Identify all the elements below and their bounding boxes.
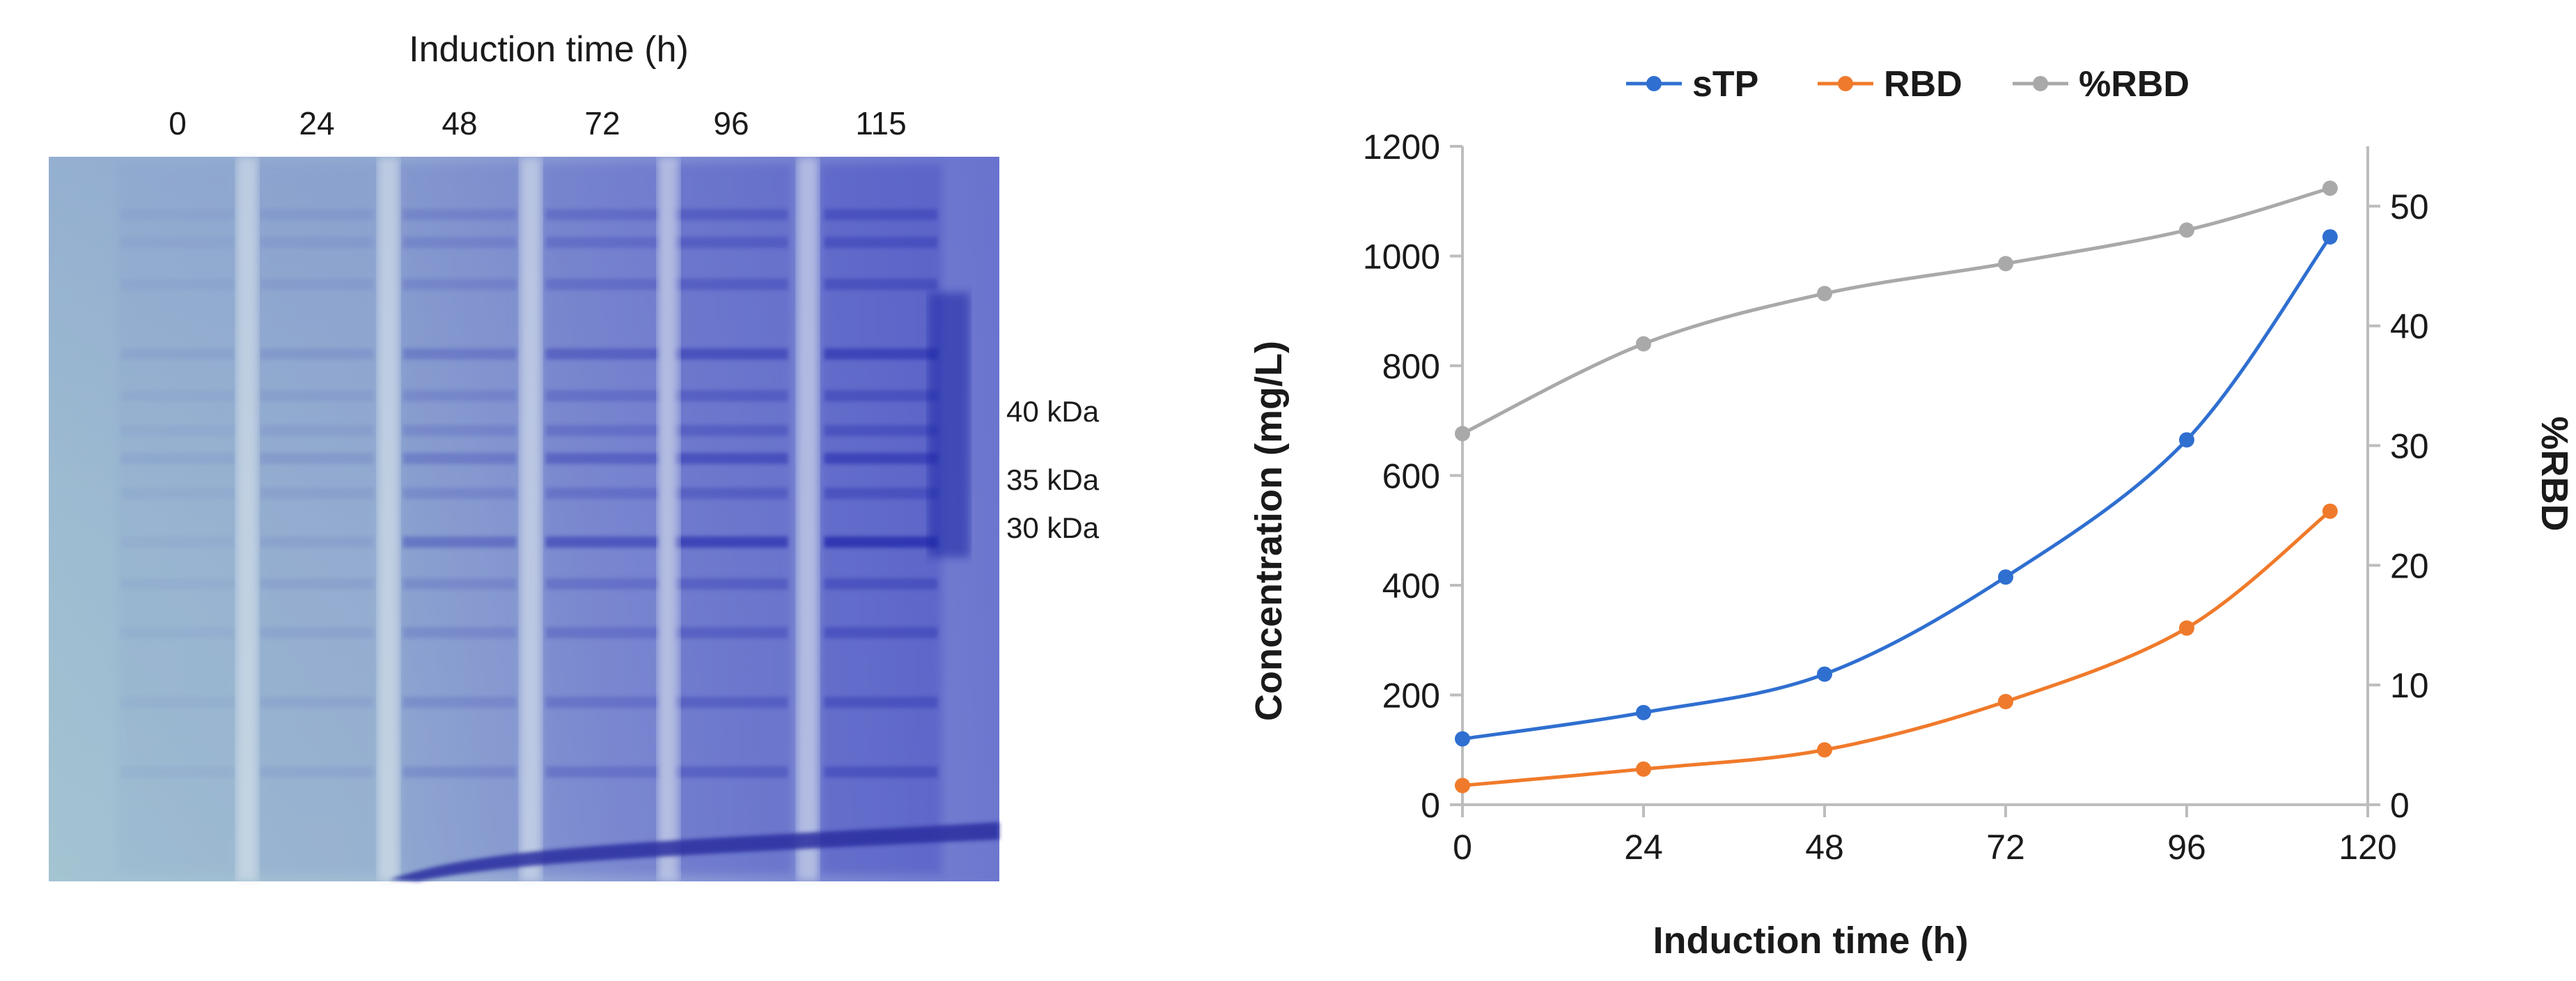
gel-dye-front: [390, 822, 999, 881]
y2-tick-label: 40: [2390, 307, 2429, 346]
gel-title: Induction time (h): [409, 29, 689, 70]
x-tick-label: 0: [1453, 828, 1472, 867]
series-line: [1461, 186, 2331, 435]
data-point: [1455, 731, 1470, 747]
y2-tick-label: 50: [2390, 187, 2429, 226]
data-point: [1455, 778, 1470, 794]
legend-label: sTP: [1692, 64, 1758, 105]
y-tick-label: 1200: [1363, 128, 1440, 167]
y-tick-label: 1000: [1363, 238, 1440, 277]
series-rbd: [1455, 503, 2338, 794]
data-point: [1817, 742, 1832, 758]
data-point: [1998, 256, 2013, 272]
series-line: [1462, 235, 2332, 741]
data-point: [2322, 180, 2338, 196]
legend-item: RBD: [1818, 64, 1962, 105]
gel-lane-gap: [657, 157, 680, 881]
gel-lane: [116, 164, 239, 874]
y-tick-label: 0: [1421, 786, 1440, 825]
y-tick-label: 600: [1382, 457, 1440, 496]
gel-lane: [820, 164, 970, 874]
y2-tick-label: 0: [2390, 786, 2410, 825]
chart-series: [1455, 180, 2338, 794]
gel-lane-labels: 0 24 48 72 96 115: [169, 105, 906, 141]
gel-lane-gap: [797, 157, 819, 881]
gel-lane: [541, 164, 664, 874]
legend-label: RBD: [1884, 64, 1962, 105]
y-axis-label: Concentration (mg/L): [1248, 341, 1290, 721]
x-tick-label: 120: [2339, 828, 2396, 867]
x-tick-label: 24: [1624, 828, 1663, 867]
gel-lane-label: 96: [713, 105, 749, 141]
series-line: [1462, 509, 2332, 787]
data-point: [1636, 336, 1651, 352]
gel-lane: [670, 164, 793, 874]
gel-image: [49, 157, 999, 881]
series-stp: [1455, 229, 2338, 747]
y-tick-label: 800: [1382, 347, 1440, 386]
data-point: [1998, 693, 2013, 709]
legend-marker: [1838, 76, 1853, 91]
legend-item: %RBD: [2013, 64, 2189, 105]
gel-marker-label: 35 kDa: [1006, 463, 1100, 496]
y-tick-label: 200: [1382, 677, 1440, 716]
gel-lane-label: 115: [855, 105, 906, 141]
chart-panel: sTP RBD %RBD 02004006008001000120001020304…: [1248, 64, 2575, 961]
data-point: [1817, 286, 1832, 302]
x-tick-label: 96: [2167, 828, 2206, 867]
y2-tick-label: 30: [2390, 427, 2429, 466]
data-point: [1455, 426, 1470, 442]
gel-lane: [256, 164, 378, 874]
data-point: [2322, 229, 2338, 245]
chart-axes: 0 200 400 600 800 1000 1200 0 10 20 30 40 50 0 24 48 72 9…: [1363, 128, 2429, 867]
x-tick-label: 48: [1805, 828, 1844, 867]
legend-label: %RBD: [2079, 64, 2189, 105]
gel-lane: [398, 164, 521, 874]
gel-lane-gap: [377, 157, 400, 881]
gel-panel: Induction time (h) 0 24 48 72 96 115 40 kDa 35…: [49, 29, 1100, 881]
data-point: [1817, 666, 1832, 682]
x-axis-label: Induction time (h): [1653, 920, 1969, 961]
gel-lane-label: 48: [442, 105, 477, 141]
data-point: [2179, 222, 2194, 238]
gel-lane-label: 72: [584, 105, 620, 141]
legend-item: sTP: [1626, 64, 1758, 105]
gel-lane-gap: [520, 157, 542, 881]
chart-legend: sTP RBD %RBD: [1626, 64, 2189, 105]
data-point: [2179, 620, 2194, 636]
gel-lanes: [116, 157, 970, 881]
y-tick-label: 400: [1382, 566, 1440, 605]
gel-lane-label: 24: [299, 105, 334, 141]
data-point: [2179, 432, 2194, 448]
x-tick-label: 72: [1986, 828, 2025, 867]
gel-lane-label: 0: [169, 105, 187, 141]
data-point: [2322, 503, 2338, 519]
gel-lane-gap: [236, 157, 258, 881]
gel-marker-label: 40 kDa: [1006, 395, 1100, 428]
legend-marker: [1646, 76, 1662, 91]
gel-marker-label: 30 kDa: [1006, 511, 1100, 544]
data-point: [1998, 569, 2013, 585]
y2-tick-label: 10: [2390, 666, 2429, 705]
data-point: [1636, 704, 1651, 720]
series-pct-rbd: [1455, 180, 2338, 442]
y2-axis-label: %RBD: [2534, 416, 2575, 531]
gel-markers: 40 kDa 35 kDa 30 kDa: [1006, 395, 1100, 544]
y2-tick-label: 20: [2390, 546, 2429, 585]
data-point: [1636, 761, 1651, 777]
legend-marker: [2033, 76, 2048, 91]
